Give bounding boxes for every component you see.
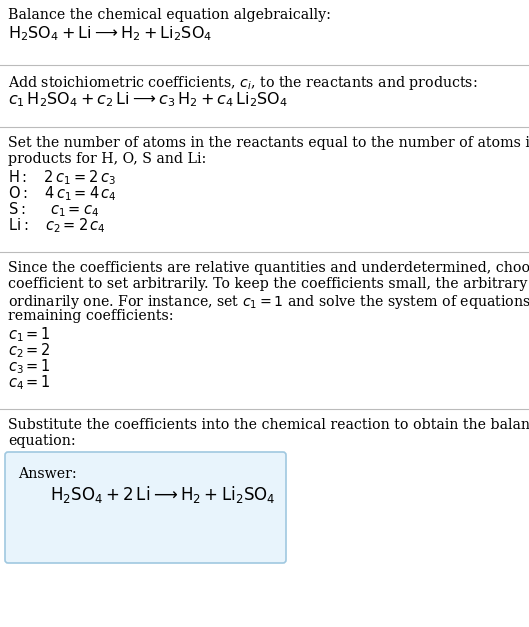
- Text: $c_4 = 1$: $c_4 = 1$: [8, 373, 51, 392]
- Text: $\mathrm{H_2SO_4 + Li \longrightarrow H_2 + Li_2SO_4}$: $\mathrm{H_2SO_4 + Li \longrightarrow H_…: [8, 24, 212, 43]
- Text: equation:: equation:: [8, 434, 76, 448]
- Text: $\mathrm{Li{:}\quad}c_2 = 2\,c_4$: $\mathrm{Li{:}\quad}c_2 = 2\,c_4$: [8, 216, 106, 234]
- FancyBboxPatch shape: [5, 452, 286, 563]
- Text: remaining coefficients:: remaining coefficients:: [8, 309, 174, 323]
- Text: $c_2 = 2$: $c_2 = 2$: [8, 341, 51, 360]
- Text: Set the number of atoms in the reactants equal to the number of atoms in the: Set the number of atoms in the reactants…: [8, 136, 529, 150]
- Text: $\mathrm{H_2SO_4 + 2\,Li \longrightarrow H_2 + Li_2SO_4}$: $\mathrm{H_2SO_4 + 2\,Li \longrightarrow…: [50, 484, 276, 505]
- Text: Since the coefficients are relative quantities and underdetermined, choose a: Since the coefficients are relative quan…: [8, 261, 529, 275]
- Text: $c_1\, \mathrm{H_2SO_4} + c_2\, \mathrm{Li} \longrightarrow c_3\, \mathrm{H_2} +: $c_1\, \mathrm{H_2SO_4} + c_2\, \mathrm{…: [8, 90, 288, 108]
- Text: Substitute the coefficients into the chemical reaction to obtain the balanced: Substitute the coefficients into the che…: [8, 418, 529, 432]
- Text: $\mathrm{H{:}\quad 2\,}c_1 = 2\,c_3$: $\mathrm{H{:}\quad 2\,}c_1 = 2\,c_3$: [8, 168, 116, 187]
- Text: $c_3 = 1$: $c_3 = 1$: [8, 357, 51, 376]
- Text: ordinarily one. For instance, set $c_1 = 1$ and solve the system of equations fo: ordinarily one. For instance, set $c_1 =…: [8, 293, 529, 311]
- Text: $\mathrm{O{:}\quad 4\,}c_1 = 4\,c_4$: $\mathrm{O{:}\quad 4\,}c_1 = 4\,c_4$: [8, 184, 117, 203]
- Text: coefficient to set arbitrarily. To keep the coefficients small, the arbitrary va: coefficient to set arbitrarily. To keep …: [8, 277, 529, 291]
- Text: $c_1 = 1$: $c_1 = 1$: [8, 325, 51, 344]
- Text: $\mathrm{S{:}\quad\;\;}c_1 = c_4$: $\mathrm{S{:}\quad\;\;}c_1 = c_4$: [8, 200, 99, 219]
- Text: Balance the chemical equation algebraically:: Balance the chemical equation algebraica…: [8, 8, 331, 22]
- Text: products for H, O, S and Li:: products for H, O, S and Li:: [8, 152, 206, 166]
- Text: Add stoichiometric coefficients, $c_i$, to the reactants and products:: Add stoichiometric coefficients, $c_i$, …: [8, 74, 477, 92]
- Text: Answer:: Answer:: [18, 467, 77, 481]
